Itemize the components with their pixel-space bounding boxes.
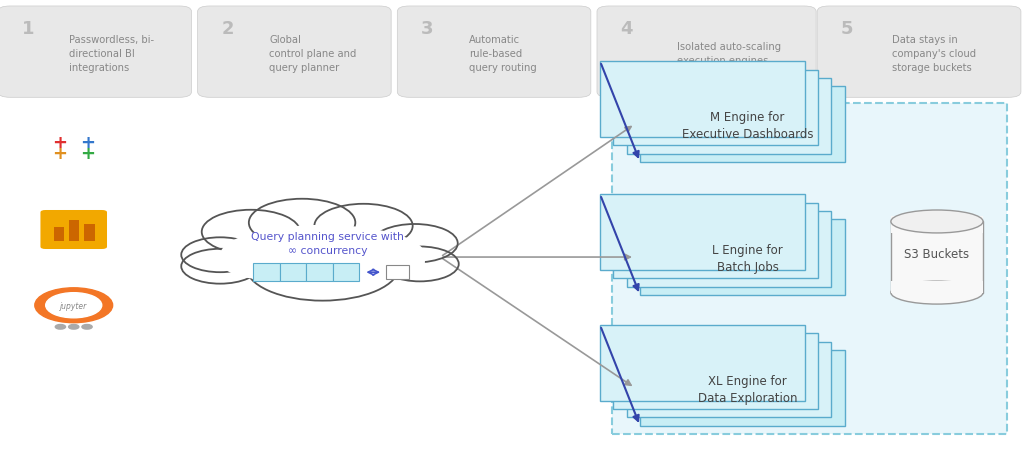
Text: L Engine for
Batch Jobs: L Engine for Batch Jobs [712, 244, 783, 274]
Text: 2: 2 [221, 20, 233, 38]
FancyBboxPatch shape [253, 263, 280, 281]
Text: +: + [52, 145, 67, 163]
Circle shape [46, 293, 101, 318]
FancyBboxPatch shape [627, 341, 831, 418]
FancyBboxPatch shape [640, 86, 845, 162]
Circle shape [35, 288, 113, 323]
Circle shape [69, 325, 79, 329]
Text: Automatic
rule-based
query routing: Automatic rule-based query routing [469, 35, 537, 73]
Text: +: + [81, 145, 95, 163]
Circle shape [314, 204, 413, 248]
FancyBboxPatch shape [70, 220, 80, 241]
FancyBboxPatch shape [198, 6, 391, 97]
Circle shape [246, 232, 399, 301]
Text: Data stays in
company's cloud
storage buckets: Data stays in company's cloud storage bu… [892, 35, 976, 73]
FancyBboxPatch shape [600, 325, 805, 401]
FancyBboxPatch shape [613, 203, 818, 278]
FancyBboxPatch shape [597, 6, 816, 97]
Text: jupyter: jupyter [60, 302, 87, 311]
FancyBboxPatch shape [891, 216, 983, 233]
FancyBboxPatch shape [397, 6, 591, 97]
Circle shape [82, 325, 92, 329]
Circle shape [181, 237, 259, 272]
Text: 3: 3 [421, 20, 433, 38]
FancyBboxPatch shape [891, 222, 983, 293]
Text: M Engine for
Executive Dashboards: M Engine for Executive Dashboards [682, 111, 813, 141]
FancyBboxPatch shape [627, 78, 831, 154]
Ellipse shape [220, 225, 425, 285]
FancyBboxPatch shape [84, 224, 94, 241]
Text: S3 Buckets: S3 Buckets [904, 248, 970, 261]
Ellipse shape [891, 210, 983, 233]
FancyBboxPatch shape [53, 227, 63, 241]
FancyBboxPatch shape [0, 6, 191, 97]
Circle shape [55, 325, 66, 329]
Text: Global
control plane and
query planner: Global control plane and query planner [269, 35, 356, 73]
FancyBboxPatch shape [891, 281, 983, 293]
FancyBboxPatch shape [613, 333, 818, 409]
Ellipse shape [205, 232, 440, 291]
FancyBboxPatch shape [280, 263, 306, 281]
Circle shape [181, 249, 259, 284]
Text: +: + [52, 134, 67, 152]
FancyBboxPatch shape [386, 265, 409, 279]
Text: Passwordless, bi-
directional BI
integrations: Passwordless, bi- directional BI integra… [70, 35, 155, 73]
Ellipse shape [220, 243, 323, 280]
FancyBboxPatch shape [306, 263, 333, 281]
Text: 1: 1 [22, 20, 34, 38]
FancyBboxPatch shape [41, 210, 108, 249]
Text: XL Engine for
Data Exploration: XL Engine for Data Exploration [697, 375, 798, 405]
Text: Query planning service with
∞ concurrency: Query planning service with ∞ concurrenc… [251, 232, 404, 256]
FancyBboxPatch shape [640, 219, 845, 295]
FancyBboxPatch shape [612, 103, 1007, 434]
FancyBboxPatch shape [817, 6, 1021, 97]
Text: +: + [81, 134, 95, 152]
Circle shape [381, 246, 459, 281]
FancyBboxPatch shape [613, 70, 818, 145]
Text: 5: 5 [841, 20, 853, 38]
Text: Isolated auto-scaling
execution engines: Isolated auto-scaling execution engines [678, 42, 781, 66]
Text: 4: 4 [621, 20, 633, 38]
FancyBboxPatch shape [333, 263, 359, 281]
FancyBboxPatch shape [600, 62, 805, 137]
FancyBboxPatch shape [600, 195, 805, 270]
Ellipse shape [302, 241, 425, 282]
Ellipse shape [891, 281, 983, 304]
Circle shape [372, 224, 458, 263]
FancyBboxPatch shape [640, 350, 845, 426]
Circle shape [249, 199, 355, 246]
Circle shape [202, 210, 300, 254]
FancyBboxPatch shape [627, 211, 831, 286]
